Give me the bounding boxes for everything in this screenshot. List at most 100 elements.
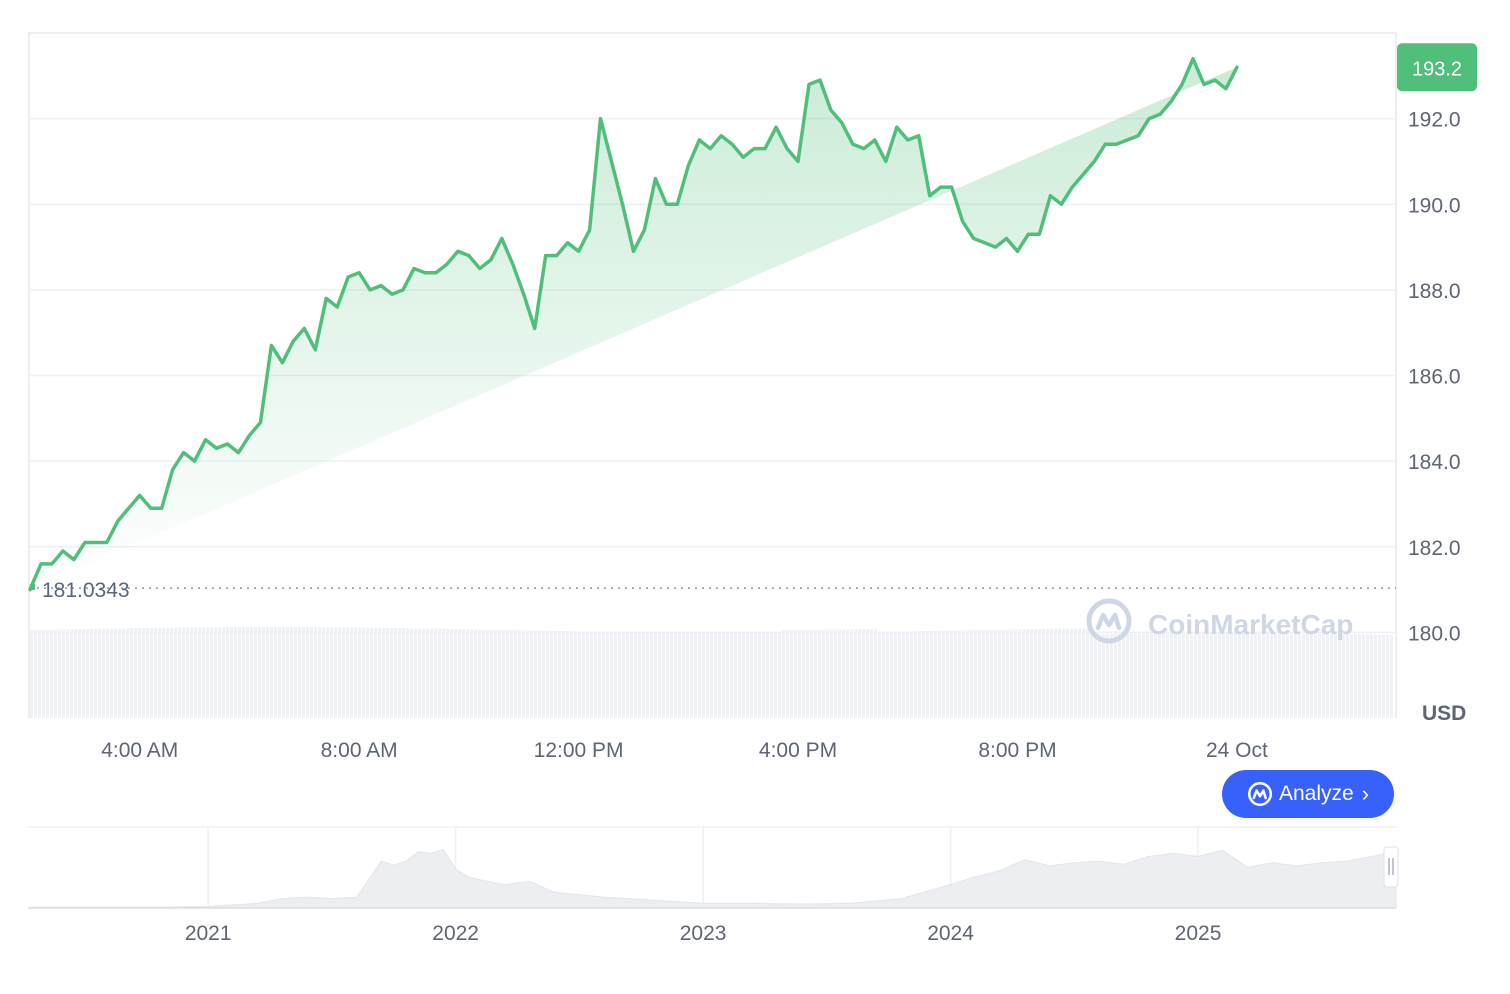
- volume-bar: [766, 632, 769, 718]
- volume-bar: [226, 627, 229, 718]
- volume-bar: [826, 629, 829, 718]
- current-price-text: 193.2: [1412, 58, 1462, 80]
- volume-bar: [1386, 634, 1389, 718]
- volume-bar: [90, 628, 93, 718]
- volume-bar: [1102, 633, 1105, 718]
- volume-bar: [450, 628, 453, 718]
- volume-bar: [574, 631, 577, 718]
- volume-bar: [114, 628, 117, 718]
- volume-bar: [1322, 633, 1325, 718]
- volume-bar: [354, 627, 357, 718]
- volume-bar: [1314, 633, 1317, 718]
- volume-bar: [258, 627, 261, 718]
- navigator-year-label: 2024: [927, 922, 974, 945]
- volume-bar: [642, 632, 645, 718]
- volume-bar: [1294, 633, 1297, 718]
- volume-bar: [1298, 633, 1301, 718]
- volume-bar: [518, 630, 521, 718]
- volume-bar: [762, 632, 765, 718]
- y-tick-label: 180.0: [1408, 622, 1461, 645]
- volume-bar: [886, 631, 889, 718]
- volume-bar: [1218, 633, 1221, 718]
- volume-bar: [734, 632, 737, 718]
- volume-bar: [666, 632, 669, 718]
- volume-bar: [958, 630, 961, 718]
- volume-bar: [1126, 633, 1129, 718]
- navigator-year-labels: 2021 2022 2023 2024 2025: [185, 922, 1222, 945]
- volume-bar: [386, 627, 389, 718]
- volume-bar: [546, 630, 549, 718]
- volume-bar: [810, 629, 813, 718]
- price-line: [28, 56, 1239, 592]
- volume-bar: [238, 627, 241, 718]
- volume-bar: [1058, 628, 1061, 718]
- analyze-button[interactable]: Analyze ›: [1222, 770, 1394, 818]
- volume-bar: [1278, 633, 1281, 718]
- volume-bar: [462, 629, 465, 718]
- volume-bar: [934, 630, 937, 718]
- volume-bar: [926, 631, 929, 718]
- volume-bar: [1362, 634, 1365, 718]
- volume-bar: [1346, 634, 1349, 718]
- navigator-handle[interactable]: [1383, 846, 1399, 888]
- volume-bar: [1354, 634, 1357, 718]
- volume-bar: [454, 629, 457, 718]
- volume-bar: [486, 629, 489, 718]
- volume-bar: [998, 629, 1001, 718]
- volume-bar: [1162, 633, 1165, 718]
- volume-bar: [1166, 633, 1169, 718]
- volume-bar: [674, 632, 677, 718]
- baseline-marker: [30, 584, 35, 591]
- volume-bar: [1358, 634, 1361, 718]
- volume-bar: [142, 627, 145, 718]
- volume-bar: [326, 627, 329, 718]
- volume-bar: [774, 632, 777, 718]
- volume-bar: [1122, 633, 1125, 718]
- volume-bar: [706, 632, 709, 718]
- volume-bar: [98, 628, 101, 718]
- volume-bar: [390, 627, 393, 718]
- volume-bar: [1002, 629, 1005, 718]
- volume-bar: [798, 629, 801, 718]
- volume-bar: [654, 632, 657, 718]
- volume-bar: [946, 630, 949, 718]
- volume-bar: [922, 631, 925, 718]
- volume-bar: [1098, 633, 1101, 718]
- volume-bar: [978, 630, 981, 718]
- volume-bar: [938, 630, 941, 718]
- volume-bar: [862, 629, 865, 718]
- navigator-year-label: 2021: [185, 922, 232, 945]
- volume-bar: [982, 629, 985, 718]
- volume-bar: [726, 632, 729, 718]
- x-tick-label: 4:00 AM: [101, 739, 178, 762]
- volume-bar: [538, 630, 541, 718]
- volume-bar: [274, 627, 277, 718]
- volume-bar: [662, 632, 665, 718]
- volume-bar: [838, 629, 841, 718]
- volume-bar: [418, 628, 421, 718]
- volume-bar: [1194, 633, 1197, 718]
- volume-bar: [286, 627, 289, 718]
- volume-bar: [918, 631, 921, 718]
- volume-bar: [1174, 633, 1177, 718]
- volume-bar: [818, 629, 821, 718]
- volume-bar: [1030, 629, 1033, 718]
- coinmarketcap-watermark: CoinMarketCap: [1086, 598, 1353, 644]
- volume-bar: [262, 627, 265, 718]
- x-axis-tick-labels: 4:00 AM 8:00 AM 12:00 PM 4:00 PM 8:00 PM 24 O…: [101, 739, 1268, 762]
- x-tick-label: 8:00 AM: [321, 739, 398, 762]
- volume-bar: [738, 632, 741, 718]
- volume-bar: [382, 627, 385, 718]
- volume-bar: [210, 627, 213, 718]
- volume-bar: [782, 629, 785, 718]
- volume-bar: [910, 631, 913, 718]
- volume-bar: [618, 632, 621, 718]
- volume-bar: [334, 627, 337, 718]
- volume-bar: [950, 630, 953, 718]
- volume-bar: [314, 627, 317, 718]
- volume-bar: [378, 627, 381, 718]
- volume-bar: [698, 632, 701, 718]
- volume-bar: [678, 632, 681, 718]
- volume-bar: [470, 629, 473, 718]
